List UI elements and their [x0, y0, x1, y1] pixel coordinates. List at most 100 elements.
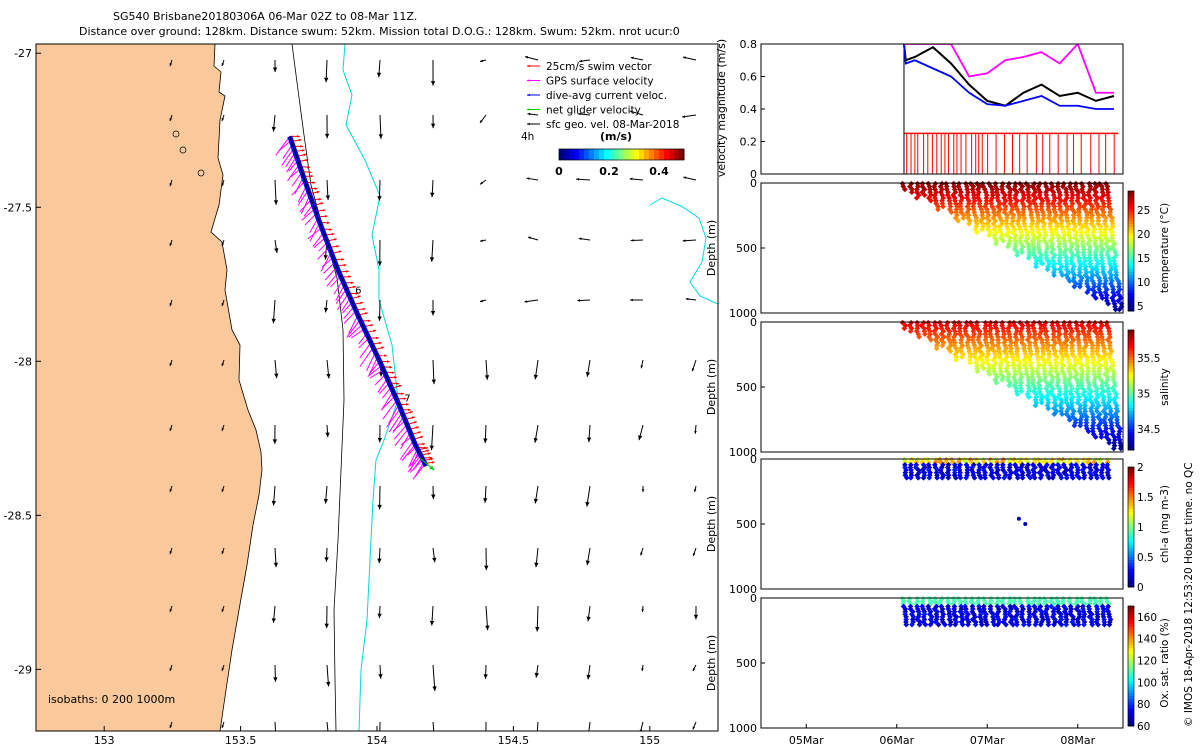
sfc-velocity-arrow-head — [271, 618, 277, 623]
gps-velocity-vector — [359, 342, 372, 359]
sfc-velocity-arrow-head — [480, 181, 483, 185]
sfc-velocity-arrow-head — [432, 738, 436, 743]
sfc-velocity-arrow-head — [274, 373, 279, 379]
swim-vector-head — [389, 365, 393, 369]
sfc-velocity-arrow-head — [272, 439, 278, 444]
depth-sample-marker — [939, 475, 946, 481]
swim-vector-head — [403, 397, 407, 400]
sfc-velocity-arrow-head — [692, 668, 696, 671]
depth-sample-marker — [933, 345, 940, 352]
colorbar-segment — [1128, 503, 1134, 507]
sfc-velocity-arrow-head — [432, 557, 437, 563]
colorbar-segment — [1128, 702, 1134, 706]
colorbar-segment — [1128, 521, 1134, 525]
swim-vector-head — [391, 371, 395, 374]
island — [197, 169, 205, 177]
colorbar-segment — [1128, 224, 1134, 228]
isobath-1000m — [342, 44, 399, 731]
swim-vector-head — [414, 421, 418, 424]
sfc-velocity-arrow-head — [429, 257, 435, 262]
sfc-velocity-arrow — [432, 721, 435, 731]
sfc-velocity-arrow-head — [221, 609, 225, 612]
date-x-tick-label: 08Mar — [1060, 734, 1095, 747]
colorbar-segment — [1128, 699, 1134, 703]
depth-sample-marker — [902, 186, 908, 193]
gps-velocity-vector — [336, 293, 349, 311]
colorbar-title: (m/s) — [600, 130, 632, 143]
colorbar-segment — [1128, 302, 1134, 306]
gps-velocity-vector — [309, 222, 321, 242]
depth-sample-marker — [1097, 278, 1103, 284]
sfc-velocity-arrow-head — [169, 609, 173, 612]
gps-velocity-vector — [299, 199, 312, 212]
sfc-velocity-arrow-head — [629, 177, 633, 181]
colorbar-segment — [579, 149, 585, 160]
glider-track: 67 — [275, 135, 435, 480]
colorbar-segment — [1128, 524, 1134, 528]
colorbar-tick-label: 100 — [1137, 677, 1157, 689]
colorbar-tick-label: 1 — [1137, 522, 1144, 534]
gps-velocity-vector — [348, 314, 359, 334]
colorbar-segment — [1128, 348, 1134, 352]
depth-sample-marker — [1033, 203, 1040, 210]
colorbar-segment — [1128, 191, 1134, 195]
swim-vector-head — [300, 145, 304, 148]
sfc-velocity-arrow-head — [534, 562, 539, 568]
colorbar-segment — [669, 149, 675, 160]
velocity-series-line — [903, 44, 1114, 110]
sfc-velocity-arrow-head — [526, 177, 530, 180]
swim-vector-head — [333, 238, 337, 241]
depth-sample-marker — [1099, 295, 1106, 301]
depth-y-tick-label: 0 — [750, 177, 757, 190]
colorbar-segment — [1128, 654, 1134, 658]
map-x-tick-label: 153 — [94, 734, 115, 747]
colorbar-segment — [1128, 248, 1134, 252]
depth-sample-marker — [915, 475, 922, 481]
swim-vector-head — [427, 452, 431, 455]
sfc-velocity-arrow-head — [324, 623, 329, 629]
colorbar-segment — [1128, 339, 1134, 343]
sfc-velocity-arrow-head — [169, 63, 173, 66]
sfc-velocity-arrow-head — [682, 115, 685, 118]
depth-sample-marker — [1036, 246, 1043, 253]
depth-sample-marker — [1037, 475, 1044, 481]
depth-sample-marker — [1006, 382, 1013, 389]
colorbar-segment — [1128, 429, 1134, 433]
depth-sample-marker — [1066, 226, 1072, 233]
net-glider-velocity-arrow-head — [429, 465, 435, 471]
map-y-tick-label: -28.5 — [4, 509, 32, 522]
colorbar-segment — [1128, 681, 1134, 685]
sfc-velocity-arrow-head — [535, 626, 540, 632]
sfc-velocity-arrow-head — [630, 239, 634, 242]
swim-vector-head — [381, 346, 385, 350]
swim-vector-head — [424, 446, 428, 450]
colorbar-segment — [1128, 399, 1134, 403]
depth-sample-marker — [1112, 263, 1119, 270]
depth-sample-marker — [1094, 359, 1101, 366]
sfc-velocity-arrow-head — [641, 489, 645, 492]
sfc-velocity-arrow-head — [429, 445, 434, 451]
depth-sample-marker — [1018, 249, 1025, 256]
sfc-velocity-arrow-head — [431, 494, 436, 500]
depth-sample-marker — [1018, 388, 1024, 395]
depth-ylabel: Depth (m) — [705, 635, 718, 691]
sfc-velocity-arrow-head — [221, 489, 225, 492]
colorbar-segment — [649, 149, 655, 160]
colorbar-segment — [1128, 566, 1134, 570]
swim-vector-head — [364, 312, 368, 315]
colorbar-segment — [1128, 563, 1134, 567]
gps-velocity-vector — [348, 323, 363, 338]
depth-sample-marker — [1092, 252, 1099, 258]
map-y-tick-label: -28 — [14, 355, 32, 368]
sfc-velocity-arrow-head — [534, 672, 539, 678]
colorbar-segment — [1128, 435, 1134, 439]
colorbar-segment — [1128, 351, 1134, 355]
sfc-velocity-arrow-head — [533, 374, 539, 380]
sfc-velocity-arrow-head — [324, 77, 329, 83]
depth-sample-marker — [1012, 240, 1019, 247]
sfc-velocity-arrow-head — [484, 565, 489, 571]
colorbar-segment — [1128, 660, 1134, 664]
sfc-velocity-arrow-head — [586, 437, 592, 443]
depth-sample-marker — [926, 475, 933, 481]
